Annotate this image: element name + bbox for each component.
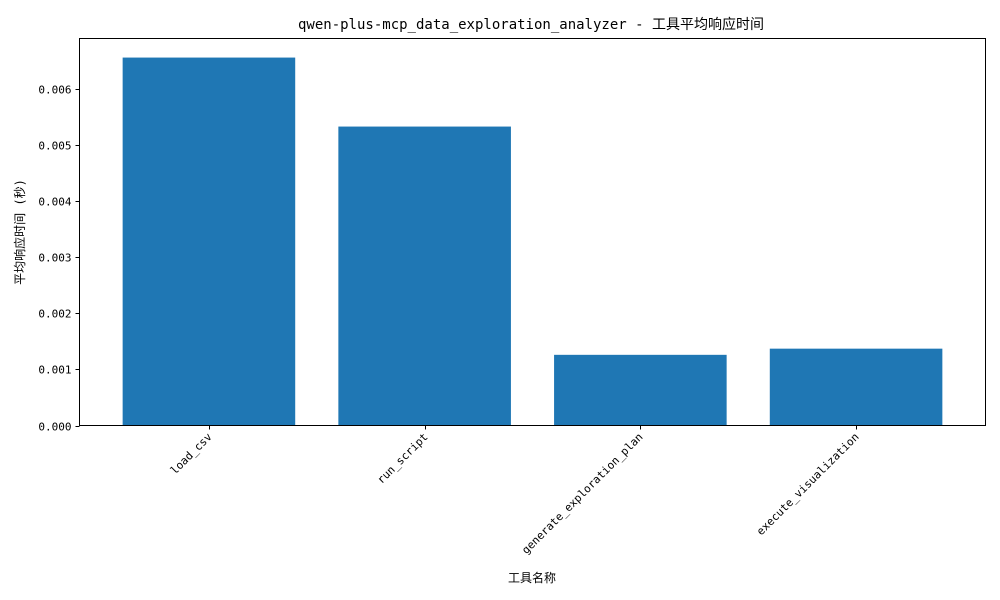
bar-load-csv — [122, 57, 296, 426]
y-tick-label: 0.001 — [38, 364, 71, 377]
bar-run-script — [338, 126, 511, 426]
y-axis-ticks: 0.000 0.001 0.002 0.003 0.004 0.005 0.006 — [38, 84, 80, 434]
bar-generate-exploration-plan — [554, 354, 727, 426]
x-tick-label: generate_exploration_plan — [519, 430, 645, 556]
x-tick-label: run_script — [375, 430, 431, 486]
y-tick-label: 0.002 — [38, 308, 71, 321]
y-tick-label: 0.006 — [38, 84, 71, 97]
y-tick-label: 0.005 — [38, 140, 71, 153]
bars-layer — [122, 57, 943, 426]
y-tick-label: 0.004 — [38, 196, 71, 209]
chart-title: qwen-plus-mcp_data_exploration_analyzer … — [298, 16, 764, 33]
bar-execute-visualization — [769, 348, 943, 426]
x-axis-label: 工具名称 — [508, 570, 556, 585]
y-axis-label: 平均响应时间 (秒) — [12, 179, 27, 285]
x-axis-ticks: load_csv run_script generate_exploration_p… — [168, 425, 862, 557]
plot-frame — [79, 38, 986, 426]
x-tick-label: execute_visualization — [754, 430, 862, 538]
x-tick-label: load_csv — [168, 430, 215, 477]
y-tick-label: 0.003 — [38, 252, 71, 265]
y-tick-label: 0.000 — [38, 421, 71, 434]
